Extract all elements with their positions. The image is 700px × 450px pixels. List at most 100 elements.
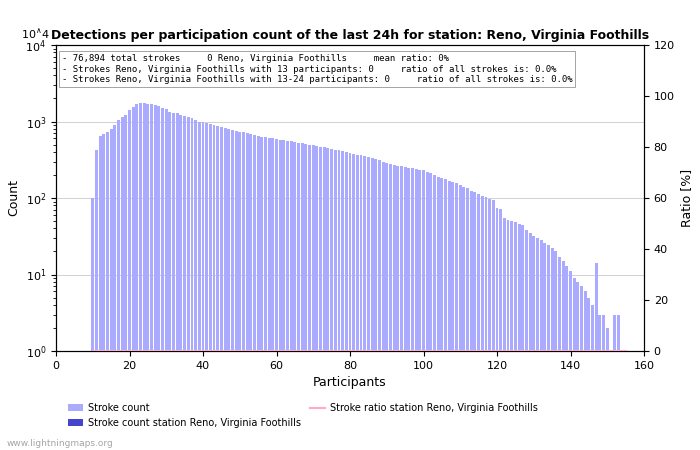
Bar [264, 137, 267, 450]
Bar [587, 297, 590, 450]
Bar [566, 266, 568, 450]
Bar [507, 220, 510, 450]
Bar [419, 170, 421, 450]
Bar [297, 143, 300, 450]
Bar [444, 180, 447, 450]
Bar [323, 147, 326, 450]
Bar [286, 141, 289, 450]
Bar [95, 150, 98, 450]
Bar [378, 160, 381, 450]
Bar [528, 233, 531, 450]
Bar [179, 116, 183, 450]
Bar [610, 351, 612, 450]
Bar [117, 120, 120, 450]
Bar [345, 152, 348, 450]
Bar [198, 122, 201, 450]
Bar [598, 315, 601, 450]
Bar [492, 200, 495, 450]
Bar [576, 282, 580, 450]
Bar [525, 230, 528, 450]
Text: www.lightningmaps.org: www.lightningmaps.org [7, 438, 113, 447]
Bar [304, 144, 307, 450]
Bar [312, 145, 315, 450]
Bar [106, 132, 109, 450]
Bar [202, 122, 204, 450]
Bar [382, 162, 384, 450]
Bar [213, 125, 216, 450]
Bar [249, 134, 252, 450]
Bar [316, 146, 318, 450]
Bar [257, 136, 260, 450]
Bar [573, 278, 575, 450]
Bar [154, 105, 157, 450]
Bar [367, 158, 370, 450]
Bar [169, 112, 172, 450]
Bar [228, 129, 230, 450]
Bar [620, 351, 624, 450]
Bar [194, 120, 197, 450]
Bar [223, 128, 227, 450]
Bar [458, 184, 462, 450]
Bar [414, 169, 418, 450]
Bar [110, 129, 113, 450]
Bar [514, 222, 517, 450]
Bar [146, 104, 149, 450]
Bar [308, 144, 311, 450]
Text: $10^{\wedge}4$: $10^{\wedge}4$ [21, 28, 50, 41]
Bar [561, 261, 565, 450]
Bar [341, 151, 344, 450]
Bar [422, 171, 425, 450]
Bar [580, 286, 583, 450]
Bar [477, 194, 480, 450]
Bar [113, 125, 116, 450]
Bar [99, 136, 101, 450]
Bar [584, 292, 587, 450]
Bar [517, 224, 521, 450]
Bar [209, 124, 212, 450]
Bar [334, 149, 337, 450]
Bar [522, 225, 524, 450]
Bar [190, 118, 193, 450]
Text: - 76,894 total strokes     0 Reno, Virginia Foothills     mean ratio: 0%
- Strok: - 76,894 total strokes 0 Reno, Virginia … [62, 54, 573, 84]
Bar [172, 113, 175, 450]
Bar [139, 103, 142, 450]
Bar [370, 158, 374, 450]
Bar [547, 245, 550, 450]
Bar [253, 135, 256, 450]
Bar [216, 126, 219, 450]
Bar [282, 140, 286, 450]
Bar [356, 154, 359, 450]
Bar [499, 209, 502, 450]
Bar [330, 149, 333, 450]
Bar [301, 143, 304, 450]
Bar [183, 116, 186, 450]
Bar [135, 104, 139, 450]
Bar [532, 236, 536, 450]
Bar [205, 123, 208, 450]
Bar [407, 167, 410, 450]
Bar [470, 191, 473, 450]
Bar [452, 182, 454, 450]
Y-axis label: Ratio [%]: Ratio [%] [680, 169, 694, 227]
Bar [393, 165, 395, 450]
Bar [158, 106, 160, 450]
Bar [360, 155, 363, 450]
Bar [120, 117, 124, 450]
Bar [132, 107, 134, 450]
Bar [187, 117, 190, 450]
Bar [220, 127, 223, 450]
Bar [551, 248, 554, 450]
Title: Detections per participation count of the last 24h for station: Reno, Virginia F: Detections per participation count of th… [51, 29, 649, 42]
Bar [161, 108, 164, 450]
Bar [606, 328, 609, 450]
Bar [238, 131, 242, 450]
Bar [150, 104, 153, 450]
Bar [558, 257, 561, 450]
Bar [125, 116, 127, 450]
Bar [455, 183, 458, 450]
Bar [363, 157, 366, 450]
Bar [234, 130, 237, 450]
Bar [543, 243, 546, 450]
Y-axis label: Count: Count [7, 180, 20, 216]
Bar [437, 177, 440, 450]
